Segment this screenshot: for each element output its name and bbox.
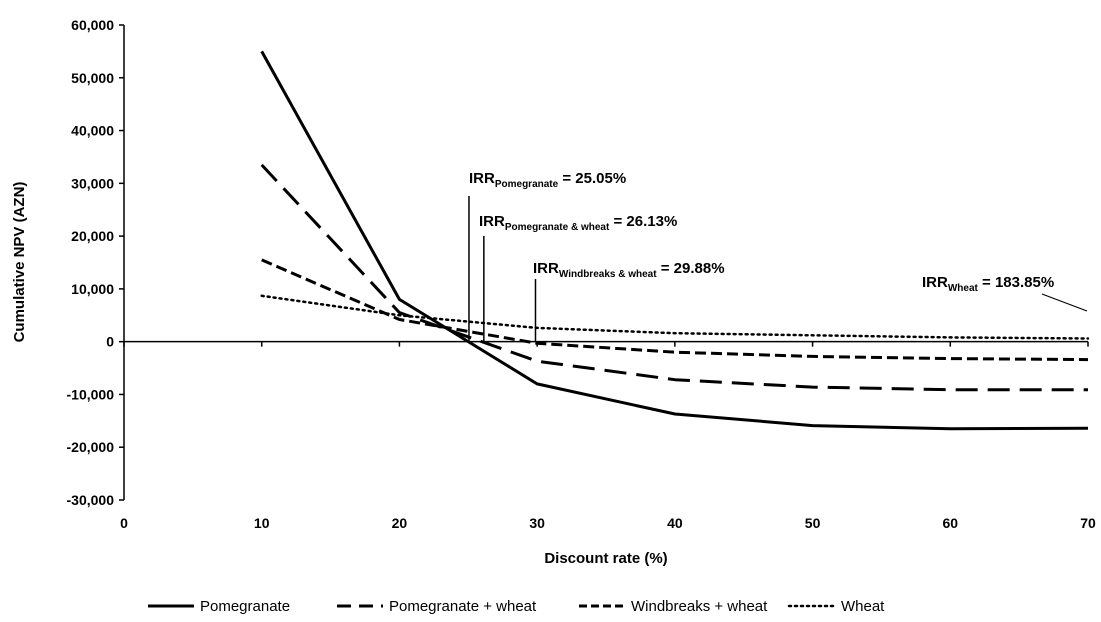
x-tick-label: 60 <box>942 515 958 531</box>
irr-annotation: IRRWheat = 183.85% <box>922 274 1054 294</box>
series-line-pomegranate <box>260 50 1089 431</box>
series-line-pomegranate-wheat <box>260 163 1088 392</box>
series-line-windbreaks-wheat <box>261 258 1089 362</box>
legend-label: Pomegranate + wheat <box>389 598 537 615</box>
legend-label: Pomegranate <box>200 598 290 615</box>
x-tick-label: 30 <box>529 515 545 531</box>
legend-label: Windbreaks + wheat <box>631 598 768 615</box>
y-tick-label: 40,000 <box>71 123 114 139</box>
legend: Pomegranate Pomegranate + wheat Windbreaks… <box>148 598 885 615</box>
x-tick-label: 40 <box>667 515 683 531</box>
x-tick-label: 0 <box>120 515 128 531</box>
irr-annotation: IRRPomegranate & wheat = 26.13% <box>479 213 677 233</box>
x-tick-label: 70 <box>1080 515 1096 531</box>
y-tick-label: -30,000 <box>67 492 115 508</box>
y-tick-label: 60,000 <box>71 17 114 33</box>
irr-marker-line <box>1041 293 1088 312</box>
irr-annotation: IRRWindbreaks & wheat = 29.88% <box>533 260 725 280</box>
x-axis-title: Discount rate (%) <box>544 550 667 567</box>
y-tick-label: 30,000 <box>71 175 114 191</box>
irr-annotation: IRRPomegranate = 25.05% <box>469 170 626 190</box>
y-tick-label: 10,000 <box>71 281 114 297</box>
series-line-wheat <box>260 294 1090 340</box>
axes: -30,000 -20,000 -10,000 0 10,000 20,000 30,000… <box>67 17 1096 531</box>
y-axis-title: Cumulative NPV (AZN) <box>11 182 28 343</box>
series-lines <box>260 50 1090 431</box>
y-tick-label: 50,000 <box>71 70 114 86</box>
irr-annotations: IRRPomegranate = 25.05% IRRPomegranate & … <box>468 170 1088 342</box>
x-tick-label: 10 <box>254 515 270 531</box>
y-tick-label: 0 <box>106 334 114 350</box>
x-tick-label: 20 <box>392 515 408 531</box>
y-tick-label: -20,000 <box>67 439 115 455</box>
y-tick-label: -10,000 <box>67 386 115 402</box>
y-tick-label: 20,000 <box>71 228 114 244</box>
x-tick-label: 50 <box>805 515 821 531</box>
legend-label: Wheat <box>841 598 885 615</box>
